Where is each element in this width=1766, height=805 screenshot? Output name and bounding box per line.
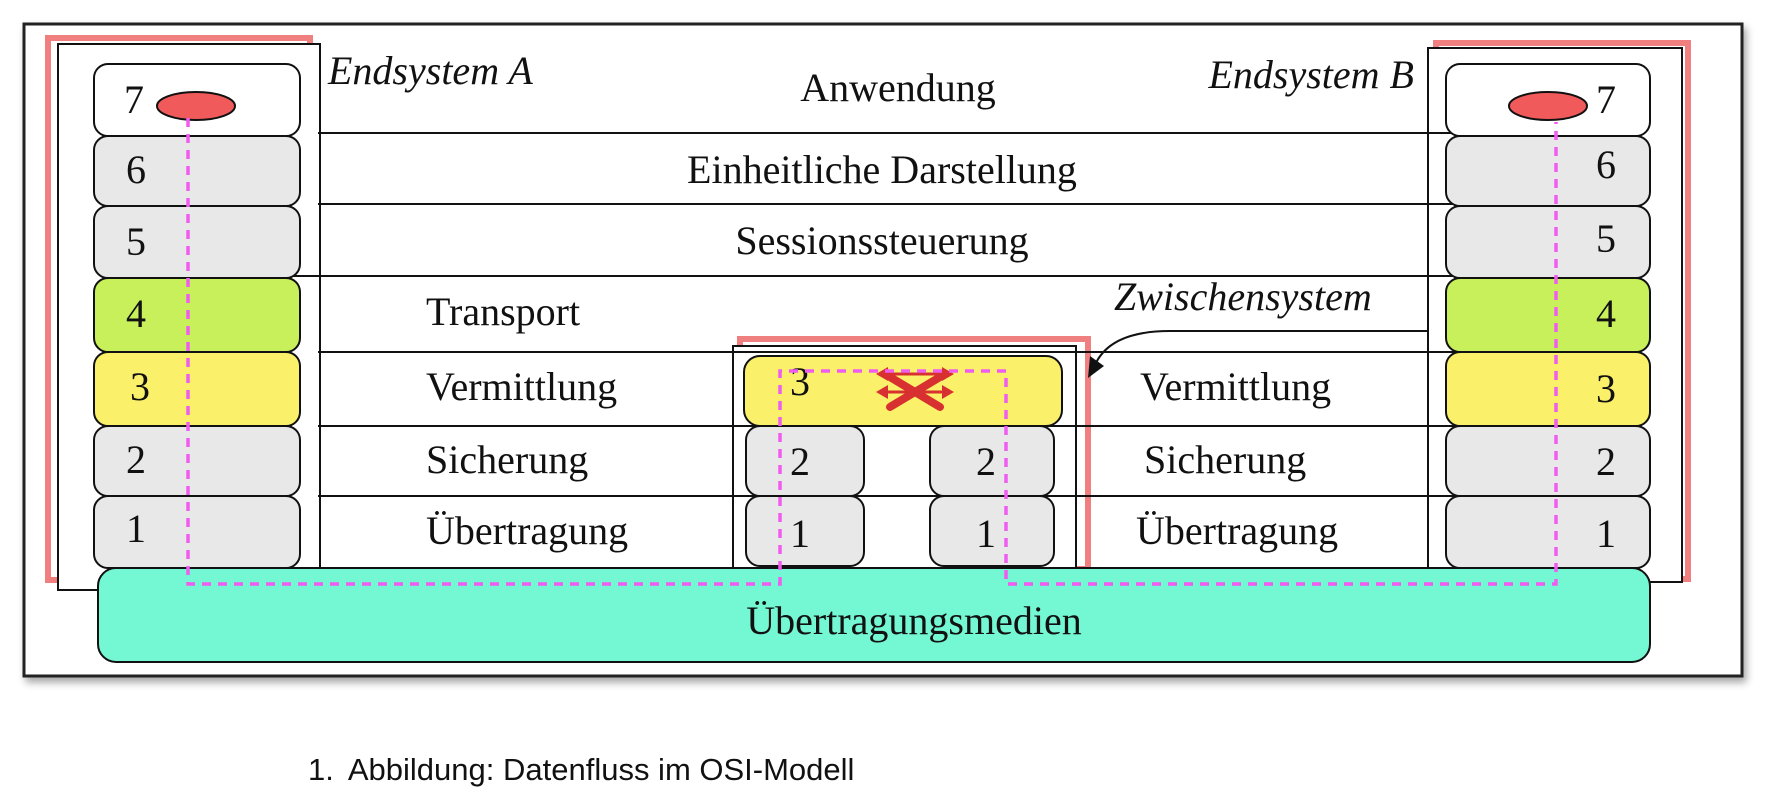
layer-label-sicherung-left: Sicherung: [426, 437, 588, 482]
stack-b-num-2: 2: [1596, 439, 1616, 484]
figure-caption: 1. Abbildung: Datenfluss im OSI-Modell: [308, 752, 854, 788]
router-num-1-left: 1: [790, 511, 810, 556]
layer-label-vermittlung-right: Vermittlung: [1140, 364, 1331, 409]
stack-a-layer-4: [93, 277, 301, 353]
stack-a-num-4: 4: [126, 291, 146, 336]
stack-b-layer-6: [1445, 135, 1651, 207]
endsystem-a-label: Endsystem A: [327, 48, 533, 93]
stack-b-layer-2: [1445, 425, 1651, 497]
stack-a: [93, 63, 301, 569]
stack-b-layer-4: [1445, 277, 1651, 353]
stack-b-layer-1: [1445, 495, 1651, 569]
layer-label-anwendung: Anwendung: [800, 65, 996, 110]
endsystem-b-label: Endsystem B: [1207, 52, 1414, 97]
stack-a-num-2: 2: [126, 437, 146, 482]
layer-label-transport: Transport: [426, 289, 580, 334]
layer-labels: Anwendung Einheitliche Darstellung Sessi…: [426, 65, 1338, 553]
app-marker-a: [156, 91, 236, 121]
data-flow-path: [186, 118, 1558, 586]
stack-a-numbers: 7 6 5 4 3 2 1: [124, 77, 150, 551]
stack-a-layer-2: [93, 425, 301, 497]
stack-b-layer-5: [1445, 205, 1651, 279]
router-num-2-left: 2: [790, 439, 810, 484]
stack-b: [1445, 63, 1651, 569]
layer-label-darstellung: Einheitliche Darstellung: [687, 147, 1077, 192]
router-stack: [743, 355, 1063, 567]
layer-separators: [242, 132, 1455, 497]
layer-label-sicherung-right: Sicherung: [1144, 437, 1306, 482]
stack-a-num-1: 1: [126, 506, 146, 551]
stack-a-num-6: 6: [126, 147, 146, 192]
stack-b-num-4: 4: [1596, 291, 1616, 336]
caption-number: 1.: [308, 752, 334, 787]
stack-b-num-3: 3: [1596, 366, 1616, 411]
stack-b-num-5: 5: [1596, 216, 1616, 261]
zwischensystem-label: Zwischensystem: [1114, 274, 1372, 319]
stack-b-num-6: 6: [1596, 142, 1616, 187]
layer-label-session: Sessionssteuerung: [735, 218, 1028, 263]
layer-label-uebertragung-left: Übertragung: [426, 508, 628, 553]
stack-a-layer-6: [93, 135, 301, 207]
medium-label: Übertragungsmedien: [746, 598, 1081, 643]
stack-a-layer-5: [93, 205, 301, 279]
router-layer-1-right: [929, 495, 1055, 567]
layer-label-vermittlung-left: Vermittlung: [426, 364, 617, 409]
stack-a-num-7: 7: [124, 77, 144, 122]
stack-a-num-5: 5: [126, 219, 146, 264]
router-num-1-right: 1: [976, 511, 996, 556]
stack-a-layer-3: [93, 351, 301, 427]
zwischensystem-pointer-arrow: [1088, 330, 1420, 378]
transmission-medium: [97, 567, 1651, 663]
stack-b-numbers: 7 6 5 4 3 2 1: [1596, 77, 1616, 556]
app-marker-b: [1508, 91, 1588, 121]
stack-b-num-7: 7: [1596, 77, 1616, 122]
layer-label-uebertragung-right: Übertragung: [1136, 508, 1338, 553]
stack-a-num-3: 3: [130, 364, 150, 409]
caption-text: Abbildung: Datenfluss im OSI-Modell: [347, 752, 855, 787]
router-num-3: 3: [790, 359, 810, 404]
router-num-2-right: 2: [976, 439, 996, 484]
stack-b-layer-3: [1445, 351, 1651, 427]
stack-b-num-1: 1: [1596, 511, 1616, 556]
router-layer-1-left: [745, 495, 865, 567]
stack-a-layer-1: [93, 495, 301, 569]
